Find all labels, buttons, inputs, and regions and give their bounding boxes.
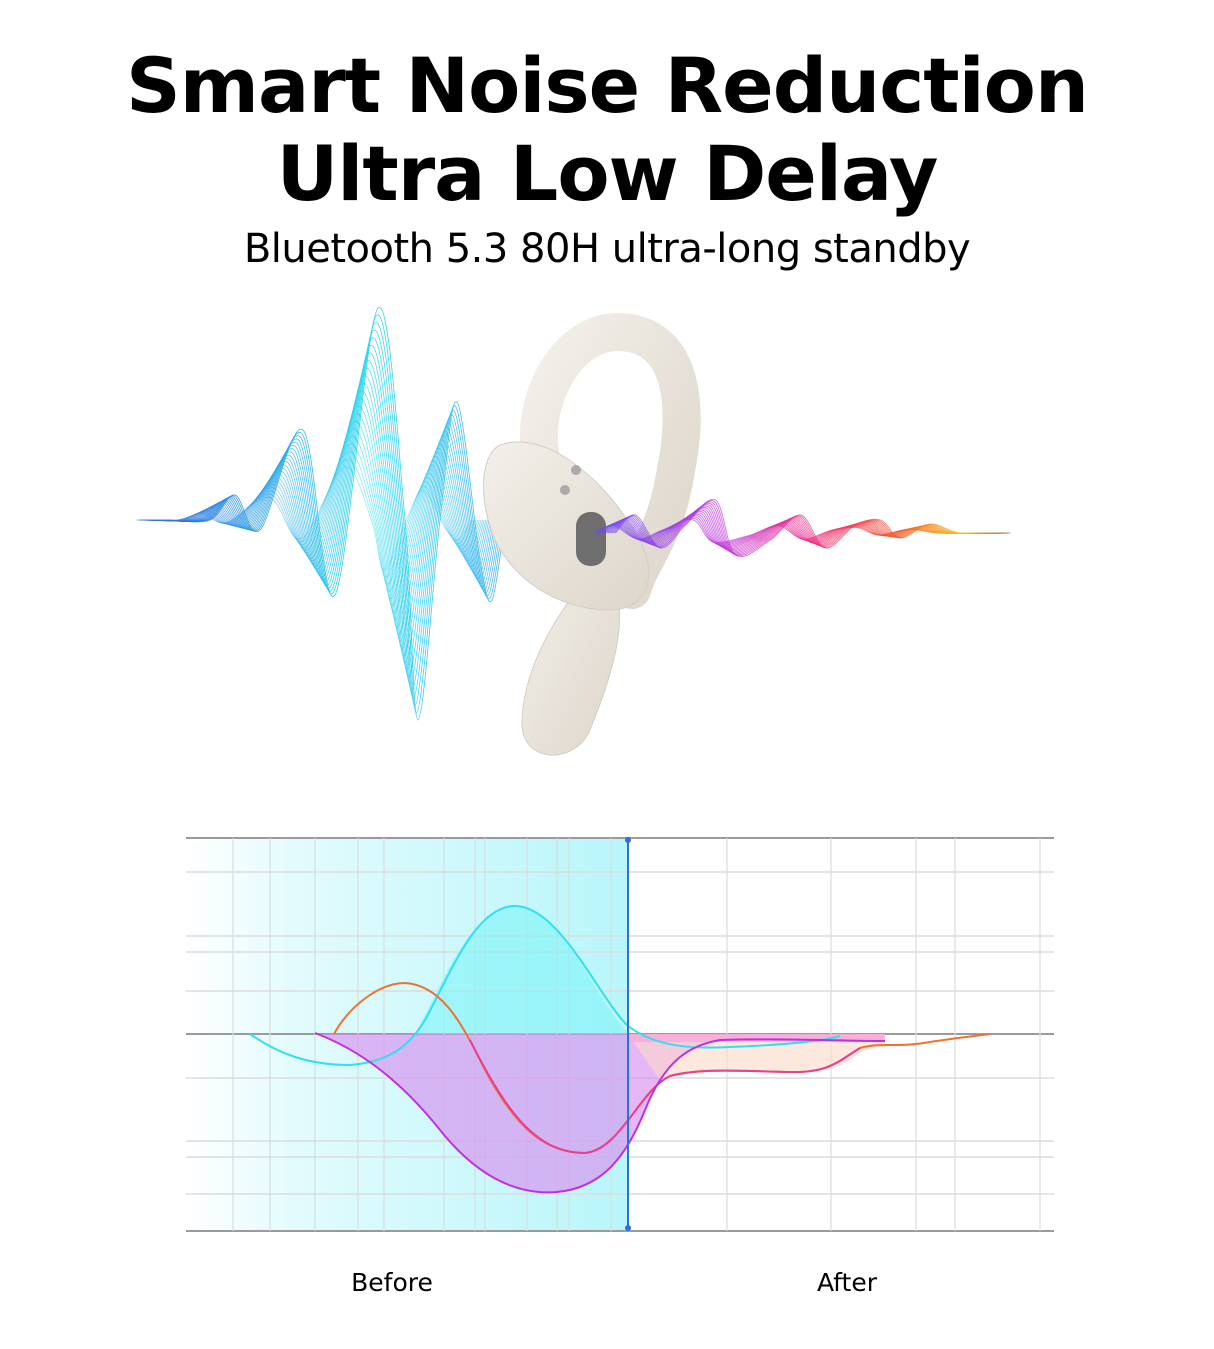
before-label: Before <box>351 1268 433 1297</box>
magenta-curve <box>314 1032 886 1194</box>
comparison-graph <box>186 837 1054 1232</box>
magenta-fill <box>315 1034 885 1193</box>
headline-line-2: Ultra Low Delay <box>276 129 939 218</box>
headline-line-1: Smart Noise Reduction <box>126 41 1089 130</box>
speaker-grille <box>576 512 606 566</box>
cyan-curve <box>249 904 841 1067</box>
subtitle: Bluetooth 5.3 80H ultra-long standby <box>243 226 971 272</box>
after-label: After <box>816 1268 878 1297</box>
cyan-fill <box>415 906 628 1034</box>
input-sound-wave <box>136 307 506 721</box>
output-sound-wave <box>592 498 1011 557</box>
